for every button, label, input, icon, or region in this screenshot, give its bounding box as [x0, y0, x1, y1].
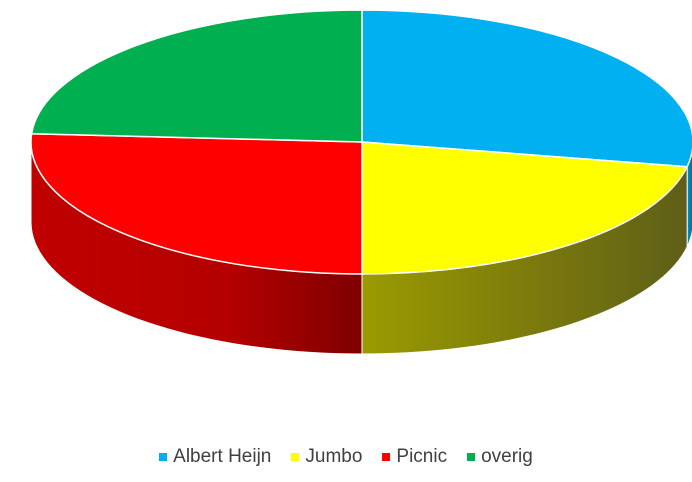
legend-label: overig — [481, 446, 533, 467]
legend-item-albert-heijn: Albert Heijn — [159, 446, 271, 468]
legend-item-picnic: Picnic — [382, 446, 447, 468]
pie-slice-albert-heijn — [361, 9, 692, 168]
legend-label: Jumbo — [305, 446, 363, 467]
legend-item-jumbo: Jumbo — [291, 446, 362, 468]
pie-chart — [30, 9, 692, 355]
pie-slice-jumbo — [361, 141, 689, 275]
pie-slice-overig — [30, 9, 363, 143]
pie-slices — [30, 9, 692, 275]
chart-legend: Albert Heijn Jumbo Picnic overig — [0, 446, 692, 468]
legend-swatch — [291, 453, 300, 461]
legend-label: Picnic — [396, 446, 448, 467]
legend-swatch — [159, 453, 168, 461]
legend-swatch — [467, 453, 476, 461]
legend-swatch — [382, 453, 391, 461]
legend-item-overig: overig — [467, 446, 533, 468]
pie-slice-picnic — [30, 132, 363, 275]
legend-label: Albert Heijn — [173, 446, 272, 467]
